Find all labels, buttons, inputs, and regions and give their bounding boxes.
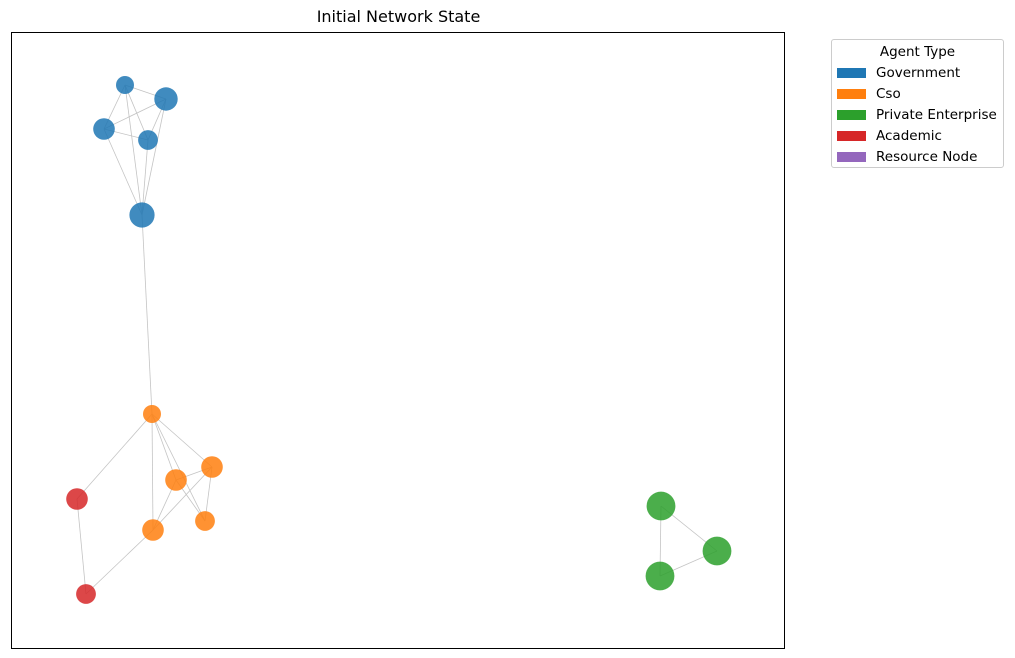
node-a1 xyxy=(66,488,88,510)
node-g3 xyxy=(93,118,115,140)
legend-title: Agent Type xyxy=(879,44,956,60)
edge-c1-c4 xyxy=(151,413,206,522)
edge-c1-c5 xyxy=(151,413,154,531)
edge-c2-c5 xyxy=(152,466,213,531)
diagram-title: Initial Network State xyxy=(316,7,481,26)
node-layer xyxy=(66,76,732,604)
legend-item-resource-node: Resource Node xyxy=(832,146,1003,167)
node-g2 xyxy=(154,87,178,111)
legend: Agent Type Government Cso Private Enterp… xyxy=(831,39,1004,168)
legend-label-resource-node: Resource Node xyxy=(876,148,978,165)
node-c1 xyxy=(143,405,161,423)
node-p1 xyxy=(646,491,676,521)
node-c5 xyxy=(142,519,164,541)
legend-swatch-government xyxy=(837,67,866,78)
legend-swatch-cso xyxy=(837,88,866,99)
legend-label-cso: Cso xyxy=(876,85,901,102)
legend-label-private-enterprise: Private Enterprise xyxy=(876,106,997,123)
edge-a1-a2 xyxy=(76,498,87,595)
edge-g5-c1 xyxy=(141,214,153,415)
legend-item-cso: Cso xyxy=(832,83,1003,104)
node-g1 xyxy=(116,76,134,94)
node-c2 xyxy=(201,456,223,478)
legend-label-academic: Academic xyxy=(876,127,942,144)
legend-swatch-academic xyxy=(837,130,866,141)
legend-label-government: Government xyxy=(876,64,961,81)
node-c3 xyxy=(165,469,187,491)
edge-g2-g5 xyxy=(141,98,167,216)
node-p3 xyxy=(645,561,675,591)
node-c4 xyxy=(195,511,215,531)
legend-item-academic: Academic xyxy=(832,125,1003,146)
node-g4 xyxy=(138,130,158,150)
legend-item-government: Government xyxy=(832,62,1003,83)
legend-swatch-private-enterprise xyxy=(837,109,866,120)
edge-c1-c2 xyxy=(151,413,213,468)
edge-g3-g5 xyxy=(103,128,143,216)
legend-swatch-resource-node xyxy=(837,151,866,162)
edge-c1-c3 xyxy=(151,413,177,481)
edge-c1-a1 xyxy=(76,413,153,500)
edge-g1-g5 xyxy=(124,84,143,216)
legend-item-private-enterprise: Private Enterprise xyxy=(832,104,1003,125)
edge-g1-g4 xyxy=(124,84,149,141)
node-a2 xyxy=(76,584,96,604)
edge-c5-a2 xyxy=(85,529,154,595)
edge-layer xyxy=(76,84,718,595)
node-p2 xyxy=(702,536,732,566)
node-g5 xyxy=(129,202,155,228)
plot-frame xyxy=(11,32,785,649)
